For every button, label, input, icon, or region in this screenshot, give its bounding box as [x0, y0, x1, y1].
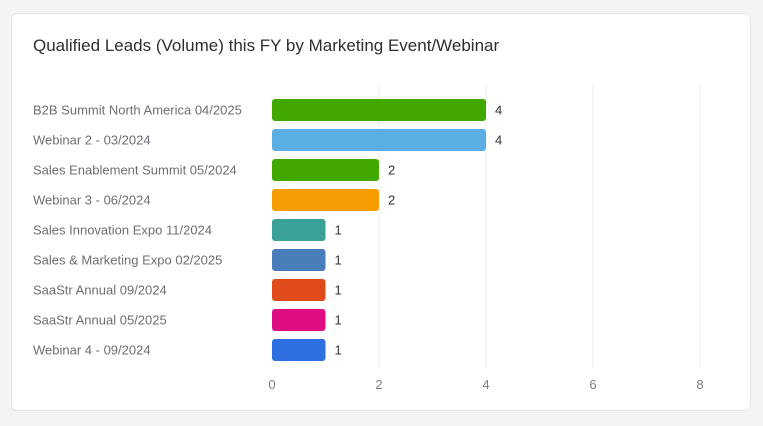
category-label: Sales Enablement Summit 05/2024 [33, 163, 237, 178]
bar[interactable] [272, 99, 486, 121]
category-label: Webinar 3 - 06/2024 [33, 193, 151, 208]
value-label: 4 [495, 133, 502, 148]
value-label: 4 [495, 103, 502, 118]
value-label: 1 [335, 223, 342, 238]
value-label: 1 [335, 283, 342, 298]
bar[interactable] [272, 159, 379, 181]
bar[interactable] [272, 249, 326, 271]
bar[interactable] [272, 219, 326, 241]
category-label: SaaStr Annual 09/2024 [33, 283, 167, 298]
bar[interactable] [272, 279, 326, 301]
value-label: 1 [335, 313, 342, 328]
category-label: SaaStr Annual 05/2025 [33, 313, 167, 328]
x-tick-label: 6 [589, 377, 596, 392]
bar[interactable] [272, 339, 326, 361]
value-label: 2 [388, 193, 395, 208]
chart-title: Qualified Leads (Volume) this FY by Mark… [33, 36, 500, 55]
bar-chart: 0 2 4 6 8 B2B Summit North America 04/2025 4 We… [33, 84, 704, 392]
x-tick-label: 8 [696, 377, 703, 392]
x-tick-label: 0 [268, 377, 275, 392]
category-label: Sales Innovation Expo 11/2024 [33, 223, 212, 238]
value-label: 1 [335, 253, 342, 268]
bar[interactable] [272, 129, 486, 151]
x-tick-label: 2 [375, 377, 382, 392]
category-label: B2B Summit North America 04/2025 [33, 103, 242, 118]
bar[interactable] [272, 189, 379, 211]
category-label: Webinar 4 - 09/2024 [33, 343, 151, 358]
category-label: Webinar 2 - 03/2024 [33, 133, 151, 148]
value-label: 2 [388, 163, 395, 178]
bar[interactable] [272, 309, 326, 331]
category-label: Sales & Marketing Expo 02/2025 [33, 253, 222, 268]
x-tick-label: 4 [482, 377, 489, 392]
chart-card: Qualified Leads (Volume) this FY by Mark… [11, 13, 751, 411]
value-label: 1 [335, 343, 342, 358]
